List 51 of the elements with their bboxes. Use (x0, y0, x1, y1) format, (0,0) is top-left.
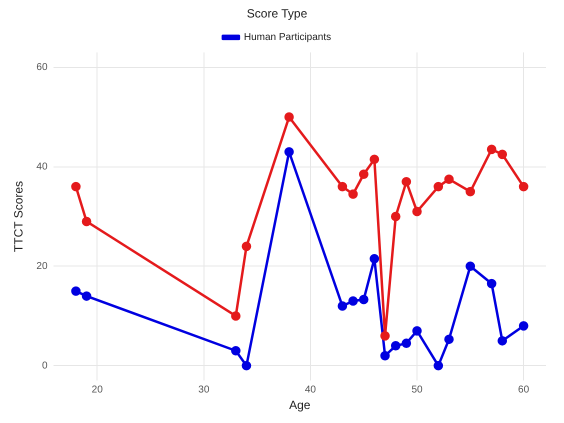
point (444, 334, 454, 344)
point (71, 286, 81, 296)
x-tick-label: 20 (92, 384, 104, 396)
point (412, 326, 422, 336)
point (358, 169, 368, 179)
legend-label: Human Participants (244, 32, 332, 44)
y-tick-label: 0 (42, 360, 48, 372)
point (466, 261, 476, 271)
point (402, 338, 412, 348)
y-tick-label: 60 (36, 62, 48, 74)
point (486, 278, 496, 288)
y-tick-label: 20 (36, 260, 48, 272)
point (338, 182, 348, 192)
point (402, 176, 412, 186)
point (231, 346, 241, 356)
point (412, 206, 422, 216)
legend-title: Score Type (246, 6, 308, 20)
point (358, 294, 368, 304)
point (370, 254, 380, 264)
point (390, 341, 400, 351)
point (390, 212, 400, 222)
point (348, 296, 358, 306)
point (434, 360, 444, 370)
point (518, 321, 528, 331)
y-tick-label: 40 (36, 162, 48, 173)
point (242, 360, 252, 370)
point (498, 150, 508, 160)
x-tick-label: 50 (411, 384, 424, 396)
point (284, 147, 294, 157)
point (486, 144, 496, 154)
point (434, 182, 444, 192)
point (82, 291, 92, 301)
x-axis-title: Age (289, 398, 311, 412)
point (71, 182, 81, 192)
point (518, 182, 528, 192)
point (338, 301, 348, 311)
point (466, 186, 476, 196)
point (82, 216, 92, 226)
point (370, 154, 380, 164)
point (444, 174, 454, 184)
x-tick-label: 60 (518, 384, 530, 396)
point (380, 331, 390, 341)
point (498, 336, 508, 346)
point (242, 242, 252, 252)
x-tick-label: 40 (304, 384, 316, 396)
y-axis-title: TTCT Scores (12, 180, 26, 252)
point (348, 189, 358, 199)
point (284, 112, 294, 122)
point (380, 350, 390, 360)
point (231, 311, 241, 321)
x-tick-label: 30 (198, 384, 210, 396)
